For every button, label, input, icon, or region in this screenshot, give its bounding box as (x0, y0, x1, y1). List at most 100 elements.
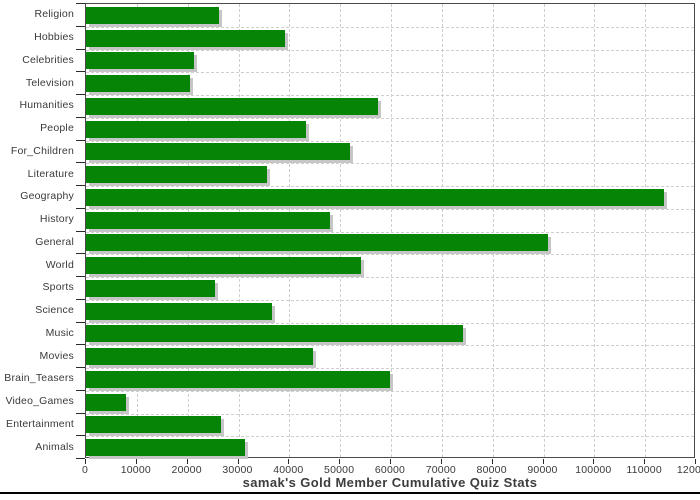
x-axis-label: 20000 (171, 464, 202, 476)
y-axis-tick (76, 71, 85, 73)
x-axis-tick (491, 459, 493, 464)
h-gridline (86, 254, 694, 256)
h-gridline (86, 140, 694, 142)
bar-general (86, 234, 549, 252)
h-gridline (86, 436, 694, 438)
v-gridline (492, 4, 494, 457)
x-axis-tick (85, 459, 86, 464)
y-axis-label: People (40, 122, 74, 135)
y-axis-tick (76, 48, 85, 50)
h-gridline (86, 117, 694, 119)
bar-geography (86, 188, 665, 206)
v-gridline (340, 4, 342, 457)
y-axis-tick (76, 321, 85, 323)
bar-for_children (86, 143, 351, 161)
bar-music (86, 325, 464, 343)
x-axis-label: 40000 (273, 464, 304, 476)
x-axis-label: 100000 (575, 464, 612, 476)
y-axis-label: Literature (27, 167, 74, 180)
v-gridline (594, 4, 596, 457)
bar-sports (86, 279, 216, 297)
bar-world (86, 257, 361, 275)
x-axis-label: 50000 (324, 464, 355, 476)
y-axis-label: Religion (34, 8, 74, 21)
x-axis-tick (695, 459, 696, 464)
bar-movies (86, 348, 314, 366)
y-axis-label: Geography (20, 190, 74, 203)
v-gridline (391, 4, 392, 457)
h-gridline (86, 299, 694, 301)
y-axis-label: Animals (35, 440, 74, 453)
x-axis-label: 60000 (374, 464, 406, 476)
h-gridline (86, 95, 694, 96)
y-axis-label: For_Children (10, 144, 74, 157)
v-gridline (187, 4, 189, 457)
h-gridline (86, 368, 694, 369)
y-axis-label: Brain_Teasers (4, 372, 74, 385)
h-gridline (86, 277, 694, 278)
y-axis-tick (76, 185, 85, 186)
y-axis-label: General (35, 235, 74, 248)
bar-religion (86, 6, 220, 24)
h-gridline (86, 26, 694, 28)
y-axis-tick (76, 389, 85, 391)
y-axis-label: Hobbies (34, 31, 74, 44)
x-axis-label: 120000 (676, 464, 700, 476)
y-axis-tick (76, 230, 85, 232)
bar-video_games (86, 393, 127, 411)
plot-area (85, 3, 695, 458)
bar-animals (86, 439, 246, 457)
x-axis-label: 30000 (222, 464, 253, 476)
y-axis-label: Video_Games (5, 395, 74, 408)
h-gridline (86, 322, 694, 324)
y-axis-tick (76, 367, 85, 368)
h-gridline (86, 72, 694, 74)
x-axis-label: 90000 (527, 464, 558, 476)
y-axis-tick (76, 344, 85, 346)
bar-people (86, 120, 307, 138)
bar-celebrities (86, 52, 195, 70)
y-axis-label: Movies (39, 349, 74, 362)
bar-hobbies (86, 29, 285, 47)
y-axis-tick (76, 207, 85, 209)
h-gridline (86, 186, 694, 187)
y-axis-tick (76, 116, 85, 118)
x-axis-tick (593, 459, 595, 464)
y-axis-tick (76, 3, 85, 4)
h-gridline (86, 345, 694, 347)
bar-brain_teasers (86, 370, 390, 388)
x-axis-tick (135, 459, 137, 464)
x-axis-tick (237, 459, 239, 464)
h-gridline (86, 163, 694, 165)
y-axis-label: Music (45, 326, 74, 339)
y-axis-label: Celebrities (22, 53, 74, 66)
v-gridline (289, 4, 291, 457)
x-axis-tick (186, 459, 188, 464)
y-axis-label: Entertainment (6, 417, 74, 430)
x-axis-label: 110000 (626, 464, 662, 476)
x-axis-label: 10000 (120, 464, 151, 476)
x-axis-tick (440, 459, 442, 464)
bar-television (86, 75, 191, 93)
v-gridline (441, 4, 443, 457)
y-axis-tick (76, 139, 85, 141)
y-axis-tick (76, 298, 85, 300)
x-axis-label: 80000 (476, 464, 507, 476)
y-axis-tick (76, 435, 85, 437)
y-axis-label: World (45, 258, 74, 271)
x-axis-label: 70000 (425, 464, 456, 476)
h-gridline (86, 413, 694, 415)
y-axis-tick (76, 25, 85, 27)
v-gridline (238, 4, 240, 457)
v-gridline (136, 4, 138, 457)
y-axis-tick (76, 162, 85, 164)
bar-history (86, 211, 330, 229)
y-axis-label: Television (25, 76, 74, 89)
bar-entertainment (86, 416, 222, 434)
y-axis-tick (76, 276, 85, 277)
v-gridline (543, 4, 545, 457)
y-axis-tick (76, 458, 85, 459)
v-gridline (645, 4, 647, 457)
y-axis-tick (76, 253, 85, 255)
